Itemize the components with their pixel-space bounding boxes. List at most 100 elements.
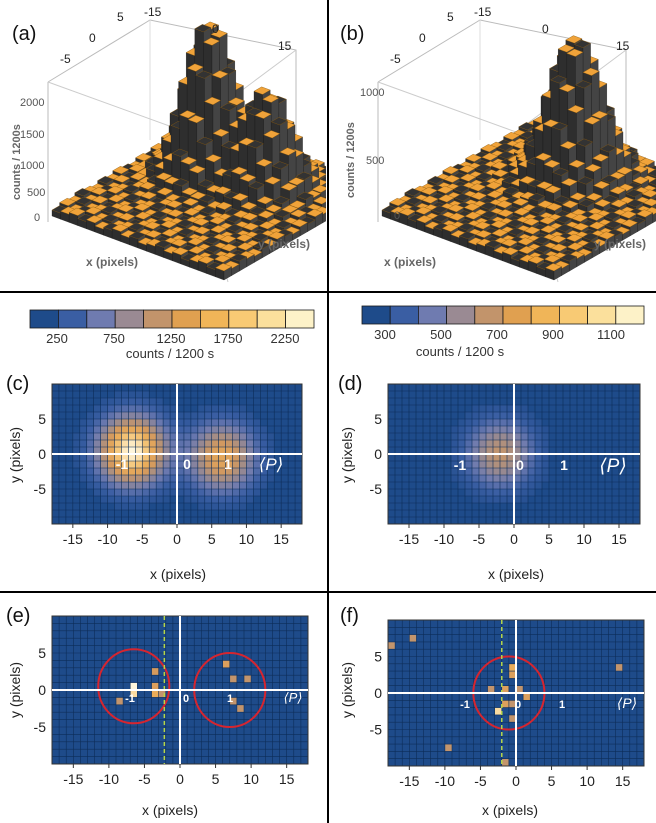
heatmap-cell — [183, 461, 191, 468]
panel-b-xlabel: x (pixels) — [384, 255, 436, 269]
heatmap-cell — [163, 496, 171, 503]
heatmap-cell — [535, 433, 542, 440]
panel-b-ytick-1: -15 — [474, 5, 492, 19]
heatmap-cell — [472, 447, 479, 454]
bar-top — [270, 117, 288, 126]
heatmap-cell — [472, 426, 479, 433]
bar-top — [583, 116, 601, 125]
heatmap-cell — [479, 440, 486, 447]
heatmap-cell — [121, 433, 129, 440]
y-tick-label: 0 — [374, 685, 382, 701]
heatmap-cell — [232, 468, 240, 475]
heatmap-cell — [239, 447, 247, 454]
heatmap-cell — [156, 482, 164, 489]
heatmap-cell — [253, 426, 261, 433]
heatmap-cell — [107, 468, 115, 475]
heatmap-cell — [535, 447, 542, 454]
heatmap-cell — [93, 489, 101, 496]
heatmap-cell — [236, 704, 244, 713]
bar-top — [264, 176, 282, 185]
colorbar-right-tick-5: 1100 — [597, 327, 625, 342]
heatmap-cell — [542, 461, 549, 468]
heatmap-cell — [204, 461, 212, 468]
heatmap-cell — [156, 405, 164, 412]
heatmap-cell — [253, 419, 261, 426]
bar-top — [573, 39, 592, 48]
heatmap-cell — [86, 482, 94, 489]
heatmap-cell — [163, 412, 171, 419]
heatmap-cell — [114, 503, 122, 510]
heatmap-cell — [458, 468, 465, 475]
panel-d-marker-1: 1 — [560, 457, 568, 473]
heatmap-cell — [177, 447, 184, 454]
x-tick-label: 5 — [548, 773, 556, 789]
heatmap-cell — [93, 419, 101, 426]
colorbar-right-tick-3: 700 — [486, 327, 508, 342]
heatmap-cell — [135, 433, 143, 440]
heatmap-cell — [211, 482, 219, 489]
heatmap-cell — [253, 447, 261, 454]
bar-top — [598, 231, 616, 240]
heatmap-cell — [114, 391, 122, 398]
heatmap-cell — [121, 489, 129, 496]
heatmap-cell — [128, 503, 136, 510]
heatmap-cell — [190, 489, 198, 496]
x-tick-label: 10 — [239, 531, 255, 547]
heatmap-cell — [100, 496, 108, 503]
heatmap-cell — [107, 440, 115, 447]
heatmap-cell — [267, 461, 275, 468]
heatmap-cell — [486, 489, 493, 496]
heatmap-cell — [521, 405, 528, 412]
heatmap-cell — [93, 412, 101, 419]
heatmap-cell — [535, 482, 542, 489]
heatmap-cell — [72, 440, 80, 447]
heatmap-cell — [163, 468, 171, 475]
heatmap-cell — [197, 468, 205, 475]
heatmap-cell — [135, 447, 143, 454]
bar-top — [287, 177, 306, 186]
heatmap-cell — [458, 461, 465, 468]
bar-top — [565, 35, 583, 44]
heatmap-cell — [239, 412, 247, 419]
heatmap-cell — [486, 468, 493, 475]
x-tick-label: -5 — [136, 531, 149, 547]
heatmap-cell — [114, 461, 122, 468]
heatmap-cell — [156, 475, 164, 482]
panel-e-operator: ⟨P⟩ — [284, 690, 303, 705]
heatmap-cell — [135, 419, 143, 426]
heatmap-cell — [239, 405, 247, 412]
heatmap-cell — [479, 412, 486, 419]
heatmap-cell — [86, 468, 94, 475]
bar-top — [636, 209, 654, 218]
heatmap-cell — [535, 454, 542, 461]
y-tick-label: -5 — [34, 719, 47, 735]
heatmap-cell — [514, 419, 521, 426]
heatmap-cell — [149, 468, 157, 475]
heatmap-cell — [535, 475, 542, 482]
heatmap-cell — [163, 419, 171, 426]
heatmap-cell — [521, 482, 528, 489]
colorbar-swatch — [86, 309, 116, 329]
heatmap-cell — [232, 503, 240, 510]
heatmap-cell — [211, 426, 219, 433]
heatmap-cell — [267, 468, 275, 475]
heatmap-cell — [100, 482, 108, 489]
heatmap-cell — [130, 682, 138, 690]
colorbar-right-swatches — [361, 305, 645, 325]
heatmap-cell — [100, 419, 108, 426]
heatmap-cell — [260, 433, 268, 440]
heatmap-cell — [177, 440, 184, 447]
heatmap-cell — [521, 412, 528, 419]
y-tick-label: -5 — [370, 722, 383, 738]
heatmap-cell — [514, 461, 521, 468]
heatmap-cell — [142, 482, 150, 489]
heatmap-cell — [204, 440, 212, 447]
heatmap-cell — [472, 461, 479, 468]
heatmap-cell — [190, 482, 198, 489]
bar-top — [615, 166, 634, 175]
heatmap-cell — [521, 461, 528, 468]
heatmap-cell — [197, 475, 205, 482]
